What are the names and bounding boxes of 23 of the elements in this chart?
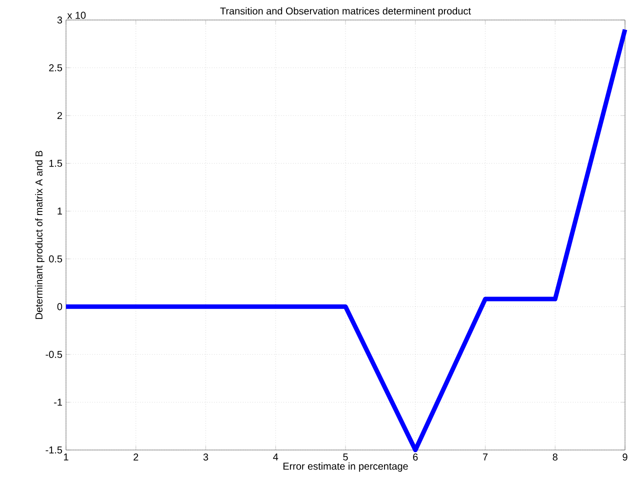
x-tick-label: 9 <box>622 454 628 461</box>
y-tick-label: 2.5 <box>49 64 62 72</box>
x-tick-label: 2 <box>134 454 138 460</box>
x-tick-label: 3 <box>203 454 208 461</box>
chart-title: Transition and Observation matrices determinent product <box>220 7 471 16</box>
x-axis-title: Error estimate in percentage <box>283 462 408 472</box>
y-tick-label: 3 <box>57 16 62 24</box>
x-tick-label: 1 <box>64 454 68 460</box>
y-tick-label: 1.5 <box>49 160 62 167</box>
y-tick-label: 1 <box>58 208 62 215</box>
y-axis-title: Determinant product of matrix A and B <box>35 150 44 319</box>
x-tick-label: 8 <box>552 454 558 461</box>
x-tick-label: 6 <box>413 454 418 461</box>
x-tick-label: 5 <box>343 454 348 460</box>
x-tick-label: 7 <box>483 454 488 460</box>
y-tick-label: -1 <box>54 398 62 406</box>
y-tick-label: 0.5 <box>49 255 62 262</box>
y-tick-label: 0 <box>57 303 62 310</box>
y-tick-label: -1.5 <box>46 446 62 454</box>
x-tick-label: 4 <box>273 454 278 460</box>
y-tick-label: -0.5 <box>46 350 62 358</box>
text: x 10 <box>67 12 86 19</box>
y-tick-label: 2 <box>57 112 62 120</box>
